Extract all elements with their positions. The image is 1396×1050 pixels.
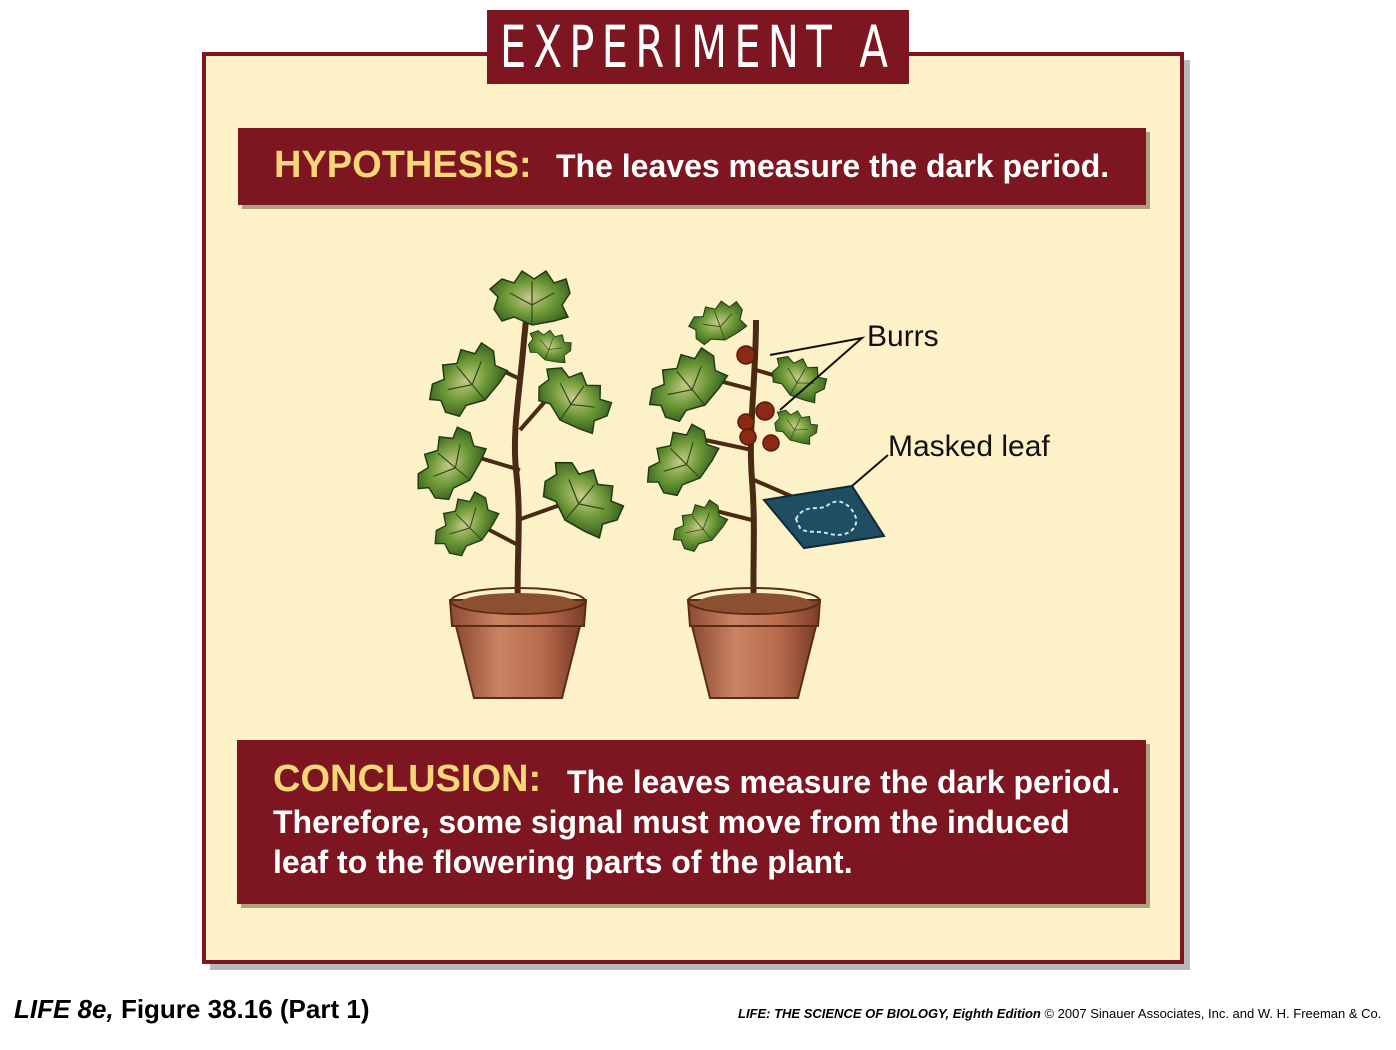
experiment-title: EXPERIMENT A	[487, 10, 909, 84]
conclusion-line-3: leaf to the flowering parts of the plant…	[273, 844, 853, 880]
figure-caption: LIFE 8e, Figure 38.16 (Part 1)	[14, 994, 369, 1025]
copyright-line: LIFE: THE SCIENCE OF BIOLOGY, Eighth Edi…	[738, 1006, 1381, 1021]
copyright-text: © 2007 Sinauer Associates, Inc. and W. H…	[1044, 1006, 1382, 1021]
treated-plant	[634, 294, 889, 613]
control-pot	[448, 587, 588, 699]
conclusion-label: CONCLUSION:	[273, 758, 542, 800]
figure-book: LIFE 8e,	[14, 994, 114, 1024]
figure-ref: Figure 38.16 (Part 1)	[120, 994, 370, 1024]
hypothesis-box: HYPOTHESIS: The leaves measure the dark …	[238, 128, 1146, 205]
hypothesis-text: The leaves measure the dark period.	[556, 148, 1110, 184]
masked-leaf-label: Masked leaf	[888, 430, 1050, 463]
burrs-label: Burrs	[867, 320, 939, 353]
conclusion-line-1: The leaves measure the dark period.	[567, 764, 1121, 800]
book-title: LIFE: THE SCIENCE OF BIOLOGY, Eighth Edi…	[738, 1006, 1041, 1021]
hypothesis-label: HYPOTHESIS:	[274, 144, 532, 186]
masked-leaf	[762, 484, 886, 550]
burrs	[736, 345, 780, 452]
conclusion-box: CONCLUSION: The leaves measure the dark …	[237, 740, 1146, 904]
control-plant	[404, 270, 633, 613]
treated-pot	[686, 587, 822, 699]
conclusion-line-2: Therefore, some signal must move from th…	[273, 804, 1070, 840]
